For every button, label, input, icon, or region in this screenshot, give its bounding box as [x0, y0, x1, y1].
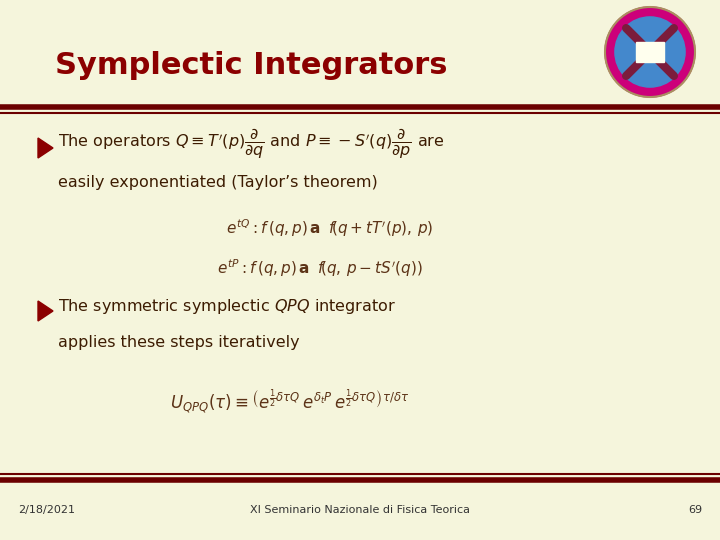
- Text: The symmetric symplectic $\mathit{QPQ}$ integrator: The symmetric symplectic $\mathit{QPQ}$ …: [58, 298, 396, 316]
- Circle shape: [615, 17, 685, 87]
- Text: applies these steps iteratively: applies these steps iteratively: [58, 335, 300, 350]
- Text: easily exponentiated (Taylor’s theorem): easily exponentiated (Taylor’s theorem): [58, 174, 378, 190]
- Polygon shape: [38, 138, 53, 158]
- Text: 2/18/2021: 2/18/2021: [18, 505, 75, 515]
- Text: $e^{tP} : f\,(q, p)\,\mathbf{a}\;\; f\!\left(q,\, p - tS'(q)\right)$: $e^{tP} : f\,(q, p)\,\mathbf{a}\;\; f\!\…: [217, 257, 423, 279]
- Text: $U_{QPQ}(\tau) \equiv \left(e^{\frac{1}{2}\delta\tau Q}\, e^{\delta_t P}\, e^{\f: $U_{QPQ}(\tau) \equiv \left(e^{\frac{1}{…: [170, 388, 410, 416]
- Bar: [636, 42, 664, 62]
- Text: 69: 69: [688, 505, 702, 515]
- Text: XI Seminario Nazionale di Fisica Teorica: XI Seminario Nazionale di Fisica Teorica: [250, 505, 470, 515]
- Text: $e^{tQ} : f\,(q, p)\,\mathbf{a}\;\; f\!\left(q + tT'(p),\, p\right)$: $e^{tQ} : f\,(q, p)\,\mathbf{a}\;\; f\!\…: [226, 217, 433, 239]
- Polygon shape: [38, 301, 53, 321]
- Text: Symplectic Integrators: Symplectic Integrators: [55, 51, 448, 79]
- Text: The operators $Q \equiv T'(p)\dfrac{\partial}{\partial q}$ and $P \equiv -S'(q)\: The operators $Q \equiv T'(p)\dfrac{\par…: [58, 126, 444, 161]
- Circle shape: [605, 7, 695, 97]
